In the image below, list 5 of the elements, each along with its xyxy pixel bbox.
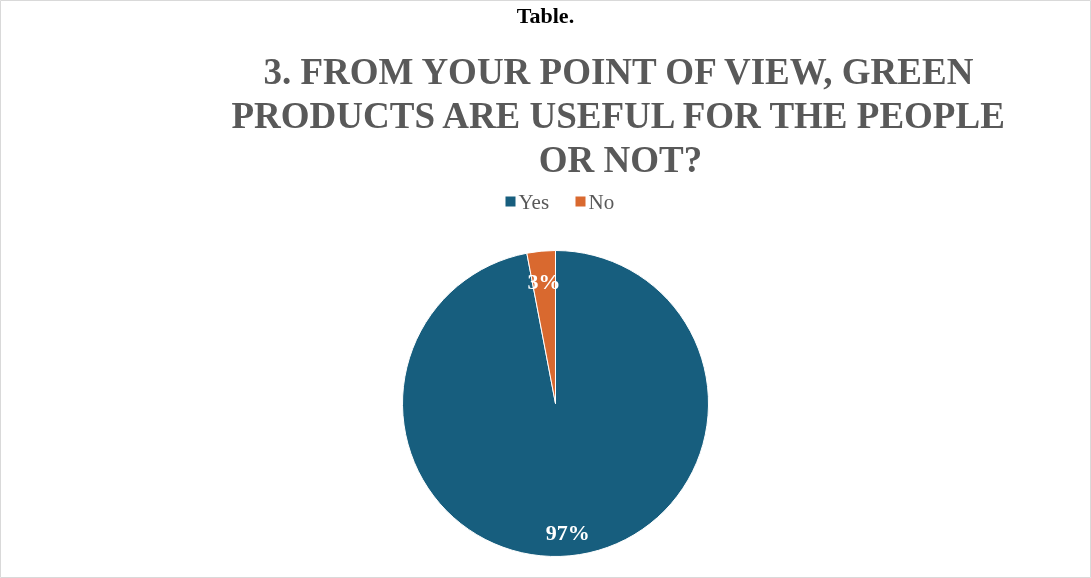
text: Table. bbox=[516, 2, 575, 28]
legend-label: No bbox=[588, 189, 615, 214]
data-label: 97% bbox=[545, 520, 590, 546]
legend-label: Yes bbox=[518, 189, 550, 214]
chart-title: 3. FROM YOUR POINT OF VIEW, GREEN PRODUCTS ARE USEFUL FOR THE PEOPLE OR NOT? bbox=[231, 50, 1005, 180]
